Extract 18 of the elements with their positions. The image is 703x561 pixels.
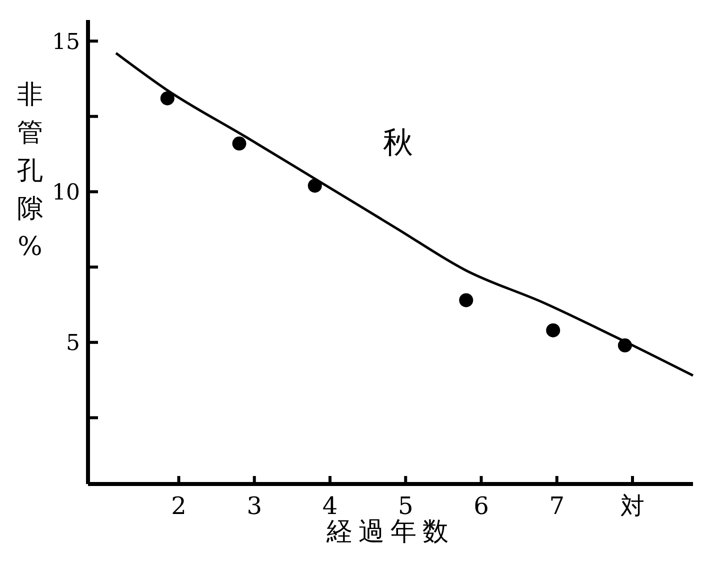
y-axis-title: 非管孔隙 %	[17, 80, 43, 262]
x-tick-label: 対	[620, 492, 644, 520]
x-tick-label: 2	[171, 492, 186, 520]
line-series	[114, 52, 694, 377]
point	[546, 323, 560, 338]
x-tick-label: 7	[549, 492, 565, 520]
y-tick-label: 15	[52, 30, 80, 55]
y-tick-label: 5	[66, 331, 80, 356]
x-tick-label: 6	[474, 492, 489, 520]
point	[232, 136, 246, 151]
y-tick-label: 10	[52, 180, 80, 206]
x-axis-title: 経過年数	[326, 517, 454, 547]
x-tick-label: 3	[246, 492, 262, 520]
annotation: 秋	[383, 126, 414, 161]
x-tick-label: 5	[398, 492, 414, 520]
point	[459, 293, 474, 308]
x-tick-label: 4	[322, 492, 338, 520]
point	[160, 91, 174, 106]
